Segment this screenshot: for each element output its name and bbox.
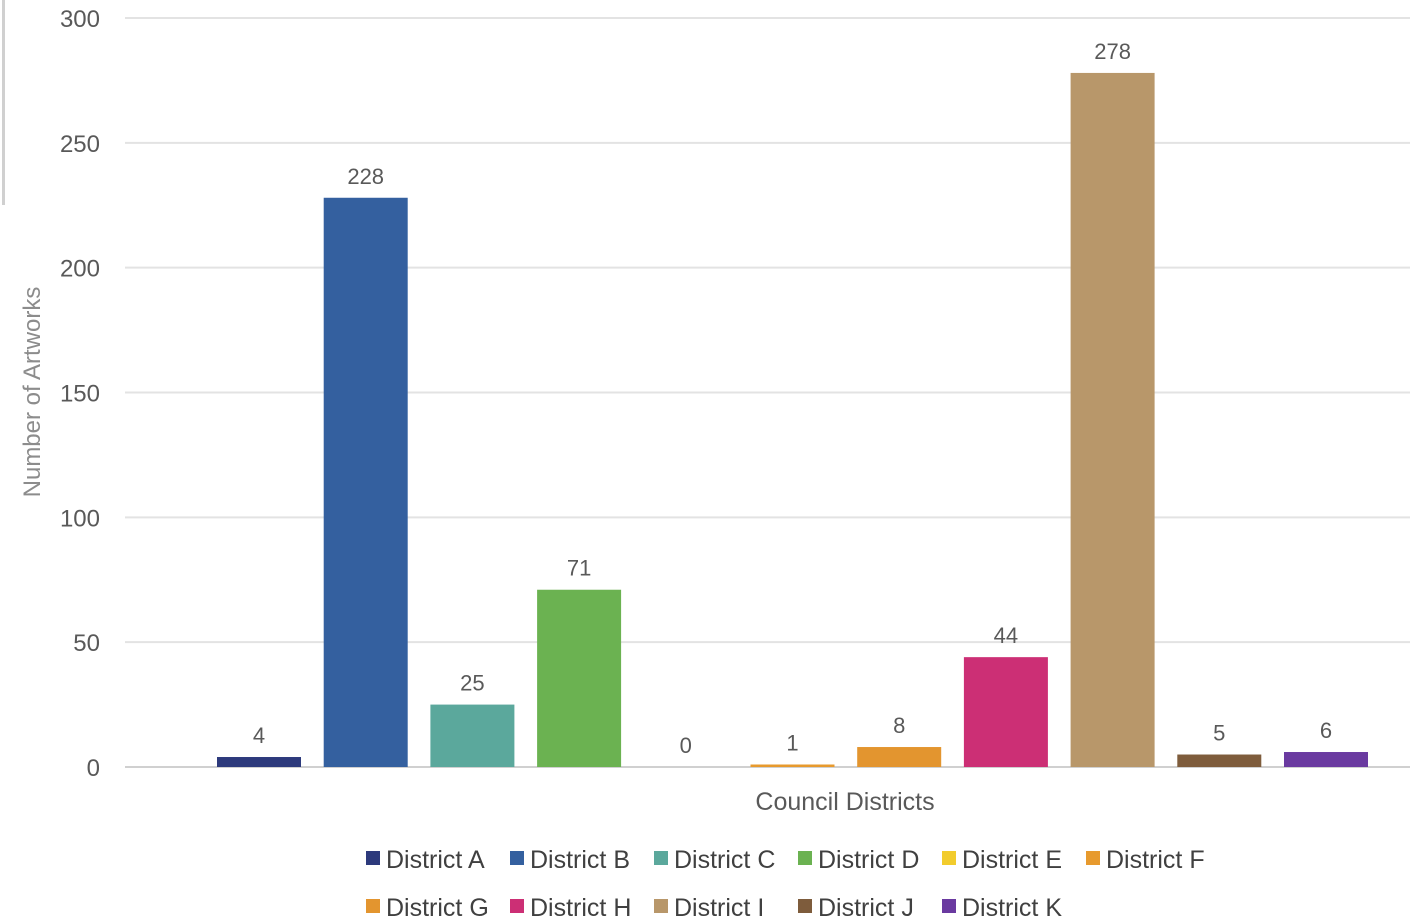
- legend-label: District E: [962, 846, 1062, 874]
- legend-swatch: [798, 899, 812, 913]
- y-tick-label: 200: [60, 256, 100, 283]
- data-label: 1: [786, 731, 798, 756]
- bar-district-f: [750, 764, 835, 767]
- bar-district-a: [217, 757, 301, 767]
- data-label: 5: [1213, 721, 1225, 746]
- data-label: 4: [253, 723, 265, 748]
- data-labels: 4 228 25 71 0 1 8 44 278 5 6: [253, 39, 1332, 758]
- y-tick-label: 300: [60, 6, 100, 33]
- legend-swatch: [366, 899, 380, 913]
- legend-label: District F: [1106, 846, 1205, 874]
- legend-label: District I: [674, 894, 764, 920]
- legend-label: District H: [530, 894, 631, 920]
- legend-label: District B: [530, 846, 630, 874]
- legend-label: District A: [386, 846, 485, 874]
- window-edge-line: [2, 0, 5, 205]
- data-label: 278: [1094, 39, 1131, 64]
- legend-label: District C: [674, 846, 775, 874]
- data-label: 44: [994, 623, 1018, 648]
- y-tick-label: 50: [73, 630, 100, 657]
- data-label: 0: [680, 733, 692, 758]
- legend-label: District J: [818, 894, 914, 920]
- bar-district-d: [537, 589, 622, 767]
- legend-swatch: [654, 851, 668, 865]
- y-tick-label: 0: [87, 755, 100, 782]
- bar-district-b: [323, 197, 408, 767]
- legend-swatch: [654, 899, 668, 913]
- y-axis-title: Number of Artworks: [19, 287, 46, 498]
- bars: [217, 72, 1368, 768]
- data-label: 25: [460, 671, 484, 696]
- bar-district-h: [963, 657, 1048, 767]
- legend-swatch: [510, 899, 524, 913]
- y-tick-label: 250: [60, 131, 100, 158]
- y-tick-label: 100: [60, 505, 100, 532]
- bar-district-i: [1070, 72, 1155, 768]
- legend-swatch: [942, 851, 956, 865]
- legend-swatch: [1086, 851, 1100, 865]
- legend-swatch: [798, 851, 812, 865]
- legend-label: District D: [818, 846, 919, 874]
- bar-district-c: [430, 704, 515, 767]
- data-label: 71: [567, 556, 591, 581]
- bar-district-g: [857, 747, 942, 767]
- legend-swatch: [510, 851, 524, 865]
- bar-district-k: [1284, 752, 1368, 767]
- legend-label: District K: [962, 894, 1062, 920]
- x-axis-title: Council Districts: [755, 788, 934, 816]
- data-label: 6: [1320, 718, 1332, 743]
- gridlines: [125, 17, 1410, 768]
- legend-label: District G: [386, 894, 489, 920]
- data-label: 8: [893, 713, 905, 738]
- legend-swatch: [942, 899, 956, 913]
- data-label: 228: [347, 164, 384, 189]
- legend: District A District B District C District D…: [366, 846, 1205, 920]
- bar-district-j: [1177, 754, 1262, 767]
- y-axis-ticks: 0 50 100 150 200 250 300: [60, 6, 100, 782]
- legend-swatch: [366, 851, 380, 865]
- y-tick-label: 150: [60, 381, 100, 408]
